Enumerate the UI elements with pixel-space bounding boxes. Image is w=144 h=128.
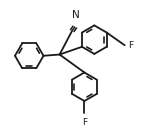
Text: F: F xyxy=(128,41,133,50)
Text: F: F xyxy=(82,118,87,127)
Text: N: N xyxy=(72,10,80,20)
